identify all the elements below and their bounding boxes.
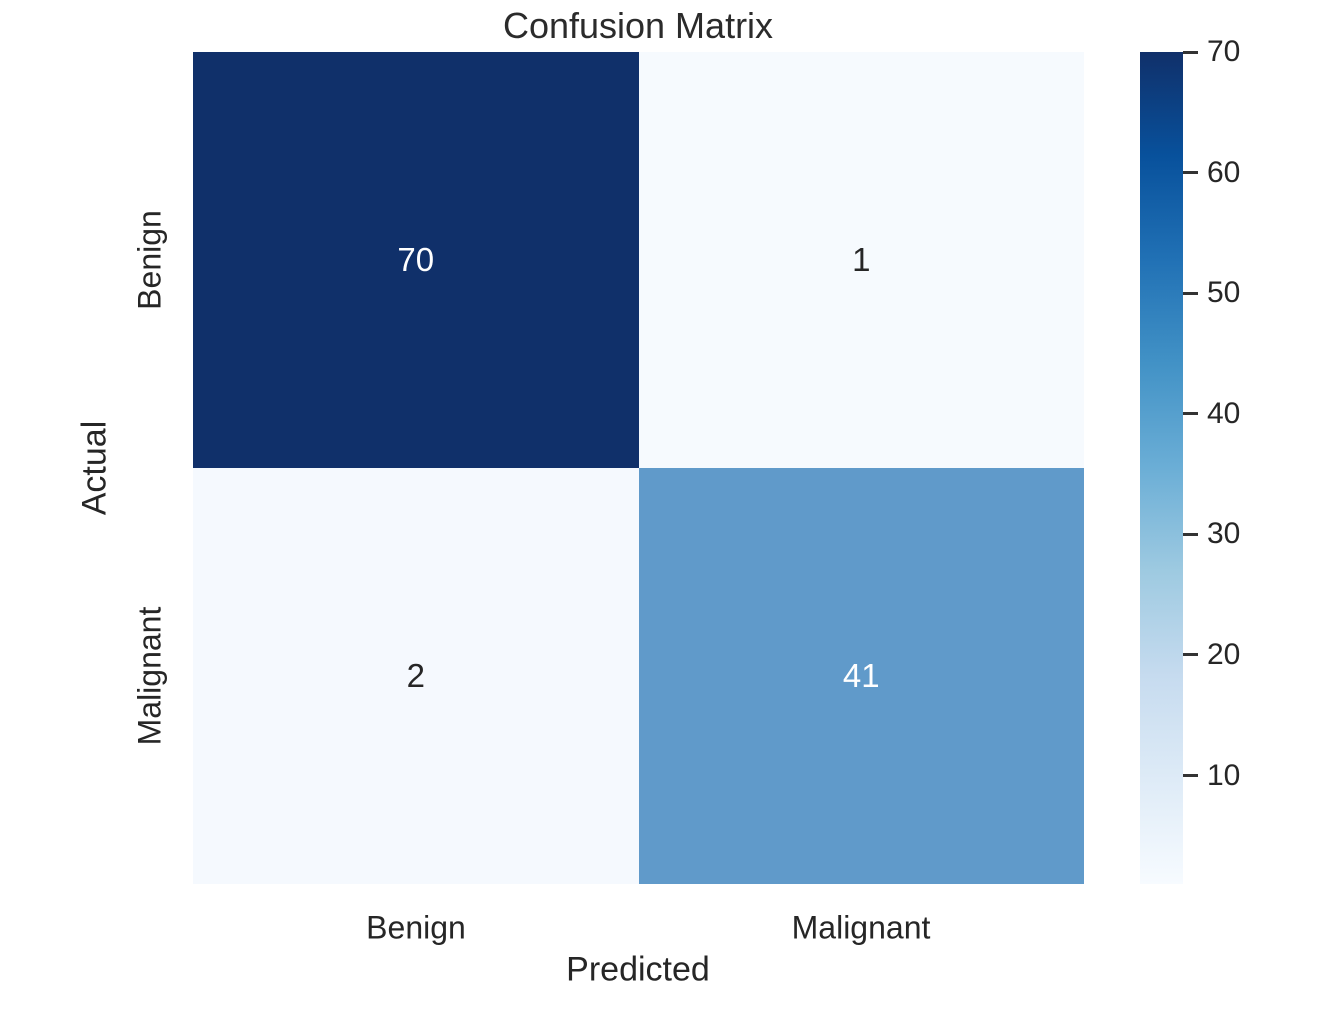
colorbar-tick: 50 xyxy=(1183,277,1240,309)
colorbar-tick-mark xyxy=(1183,774,1198,777)
heatmap-grid: 70 1 2 41 xyxy=(193,52,1084,884)
colorbar-tick-label: 30 xyxy=(1207,517,1241,551)
colorbar-tick-label: 20 xyxy=(1207,637,1241,671)
colorbar-tick-label: 10 xyxy=(1207,758,1241,792)
y-axis-label: Actual xyxy=(75,420,114,516)
colorbar-tick-mark xyxy=(1183,412,1198,416)
colorbar-tick: 10 xyxy=(1183,760,1240,792)
cell-actual-malignant-pred-malignant: 41 xyxy=(638,468,1084,884)
colorbar xyxy=(1140,52,1183,884)
cell-actual-benign-pred-benign: 70 xyxy=(193,52,639,468)
colorbar-tick-label: 60 xyxy=(1207,155,1241,189)
x-tick-label-benign: Benign xyxy=(366,909,466,946)
colorbar-tick: 30 xyxy=(1183,518,1240,550)
y-tick-label-malignant: Malignant xyxy=(131,606,168,746)
colorbar-tick-mark xyxy=(1183,653,1198,657)
colorbar-tick-label: 50 xyxy=(1207,276,1241,310)
y-tick-label-benign: Benign xyxy=(131,210,168,310)
colorbar-tick-label: 70 xyxy=(1207,35,1241,68)
colorbar-tick: 60 xyxy=(1183,157,1240,189)
cell-actual-malignant-pred-benign: 2 xyxy=(193,468,639,884)
colorbar-tick-mark xyxy=(1183,532,1198,536)
cell-actual-benign-pred-malignant: 1 xyxy=(638,52,1084,468)
colorbar-ticks: 70 60 50 40 30 20 10 xyxy=(1183,37,1303,884)
chart-title: Confusion Matrix xyxy=(502,5,774,46)
colorbar-tick-label: 40 xyxy=(1207,396,1241,430)
colorbar-tick: 40 xyxy=(1183,398,1240,430)
colorbar-tick-mark xyxy=(1183,50,1198,54)
x-axis-label: Predicted xyxy=(566,950,710,989)
colorbar-tick: 70 xyxy=(1183,36,1240,68)
colorbar-tick: 20 xyxy=(1183,639,1240,671)
colorbar-tick-mark xyxy=(1183,171,1198,175)
x-tick-label-malignant: Malignant xyxy=(791,909,931,946)
colorbar-tick-mark xyxy=(1183,291,1198,295)
